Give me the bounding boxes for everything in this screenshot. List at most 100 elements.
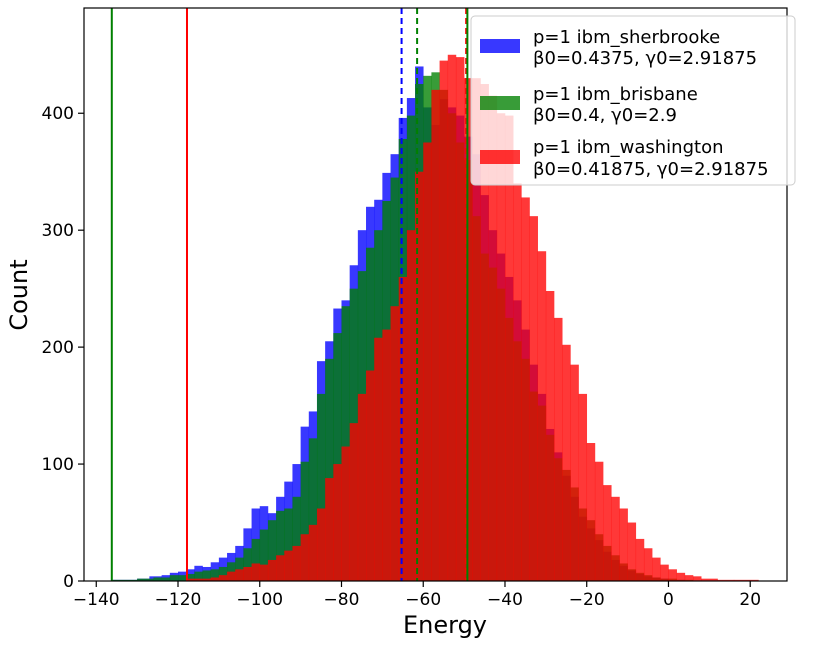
histogram-bar	[684, 575, 694, 581]
histogram-bar	[308, 438, 318, 581]
histogram-bar	[300, 461, 310, 581]
histogram-bar	[366, 370, 375, 581]
histogram-bar	[398, 276, 408, 581]
histogram-bar	[227, 571, 236, 581]
reference-lines	[110, 8, 469, 581]
histogram-bar	[439, 60, 449, 581]
histogram-bar	[627, 522, 637, 581]
histogram-bar	[611, 496, 620, 581]
x-tick-label: −60	[405, 590, 441, 610]
histogram-bar	[570, 364, 579, 581]
histogram-bar	[284, 508, 293, 581]
histogram-bar	[210, 577, 220, 581]
x-tick-label: 0	[663, 590, 674, 610]
histogram-bar	[169, 575, 187, 581]
x-tick-label: −40	[487, 590, 523, 610]
histogram-bar	[251, 538, 261, 581]
histogram-bar	[594, 461, 604, 581]
histogram-bar	[341, 306, 350, 581]
histogram-bar	[701, 578, 718, 581]
y-tick-label: 0	[63, 572, 74, 592]
y-tick-label: 400	[42, 104, 74, 124]
histogram-bar	[218, 575, 228, 581]
x-axis-label: Energy	[403, 611, 487, 639]
histogram-bar	[194, 571, 203, 581]
histogram-bar	[537, 251, 547, 581]
histogram-bar	[643, 548, 653, 581]
histogram-bar	[635, 538, 645, 581]
x-tick-label: −100	[236, 590, 283, 610]
histogram-bar	[423, 142, 432, 581]
legend-swatch-washington	[480, 150, 520, 164]
histogram-bar	[292, 496, 301, 581]
histogram-bar	[259, 564, 269, 581]
histogram-bar	[292, 545, 301, 581]
histogram-bar	[554, 317, 563, 581]
x-tick-label: −120	[155, 590, 202, 610]
histogram-bar	[137, 578, 154, 581]
histogram-bar	[415, 171, 424, 581]
histogram-bar	[406, 230, 416, 581]
histogram-bar	[668, 569, 677, 581]
histogram-bar	[578, 393, 588, 581]
histogram-bar	[325, 478, 334, 581]
legend-params-washington: β0=0.41875, γ0=2.91875	[533, 159, 769, 180]
legend-swatch-sherbrooke	[480, 39, 520, 53]
x-tick-label: −80	[324, 590, 360, 610]
histogram-bar	[316, 393, 326, 581]
y-tick-label: 100	[42, 455, 74, 475]
histogram-bar	[488, 95, 498, 581]
histogram-bar	[267, 520, 277, 581]
histogram-bar	[447, 54, 457, 581]
histogram-bar	[186, 578, 212, 581]
histogram-bar	[276, 555, 285, 581]
histogram-bar	[300, 534, 310, 581]
x-tick-label: −140	[73, 590, 120, 610]
histogram-bar	[374, 337, 383, 581]
plot-frame	[83, 7, 788, 582]
histogram-bar	[357, 393, 367, 581]
histogram-bar	[382, 329, 391, 581]
histogram-bar	[562, 344, 571, 581]
histogram-bar	[692, 576, 702, 581]
histogram-bar	[545, 290, 555, 581]
y-axis-label: Count	[5, 259, 33, 330]
histogram-bar	[218, 566, 228, 581]
histogram-bar	[603, 485, 612, 581]
histogram-bar	[276, 510, 285, 581]
histogram-bar	[251, 563, 261, 581]
histogram-bar	[341, 446, 350, 581]
legend-swatch-brisbane	[480, 96, 520, 110]
legend: p=1 ibm_sherbrooke β0=0.4375, γ0=2.91875…	[470, 15, 796, 186]
histogram-bar	[480, 84, 489, 581]
legend-box	[470, 15, 796, 186]
histogram-bar	[325, 358, 334, 581]
histogram-bar	[333, 333, 342, 581]
histogram-bar	[652, 557, 661, 581]
histogram-bar	[267, 559, 277, 581]
y-tick-label: 300	[42, 221, 74, 241]
histogram-bar	[210, 569, 220, 581]
legend-label-brisbane: p=1 ibm_brisbane	[533, 84, 698, 105]
histogram-bar	[619, 508, 628, 581]
legend-params-sherbrooke: β0=0.4375, γ0=2.91875	[533, 48, 757, 69]
legend-params-brisbane: β0=0.4, γ0=2.9	[533, 105, 677, 126]
histogram-bar	[153, 577, 171, 581]
histogram-bar	[349, 423, 359, 581]
histogram-bar	[676, 572, 686, 581]
histogram-bar	[243, 566, 252, 581]
histogram-bar	[455, 57, 465, 581]
histogram-bar	[529, 216, 538, 581]
histogram-bar	[586, 443, 596, 581]
histogram-bar	[333, 464, 342, 581]
histogram-bar	[186, 573, 195, 581]
histogram-bar	[504, 115, 514, 581]
histogram-bar	[513, 183, 522, 581]
histogram-bar	[284, 550, 293, 581]
x-tick-label: −20	[569, 590, 605, 610]
histogram-bar	[660, 564, 669, 581]
histogram-bar	[235, 569, 244, 581]
legend-label-washington: p=1 ibm_washington	[533, 137, 724, 158]
legend-label-sherbrooke: p=1 ibm_sherbrooke	[533, 27, 720, 48]
